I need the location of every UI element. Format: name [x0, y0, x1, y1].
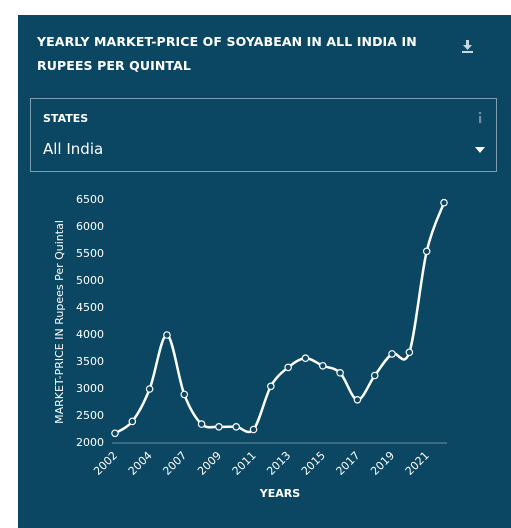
y-axis-title: MARKET-PRICE IN Rupees Per Quintal — [53, 220, 66, 424]
x-tick-label: 2002 — [91, 449, 120, 478]
download-icon[interactable] — [462, 40, 473, 53]
chart-title: YEARLY MARKET-PRICE OF SOYABEAN IN ALL I… — [37, 34, 417, 73]
x-tick-label: 2009 — [195, 449, 224, 478]
x-tick-label: 2007 — [160, 449, 189, 478]
dropdown-label: STATES — [43, 112, 89, 125]
y-tick-label: 2500 — [76, 409, 104, 422]
point — [215, 422, 223, 431]
point — [353, 395, 362, 404]
y-tick-label: 5000 — [76, 274, 104, 287]
point — [197, 420, 206, 428]
point — [336, 368, 344, 377]
y-tick-label: 4500 — [76, 301, 104, 314]
y-tick-label: 3000 — [76, 382, 104, 395]
point — [180, 390, 189, 399]
point — [111, 429, 119, 438]
y-tick-label: 2000 — [76, 436, 104, 449]
point — [128, 417, 137, 426]
x-tick-label: 2017 — [334, 449, 363, 478]
point — [301, 354, 310, 363]
point — [422, 247, 431, 256]
x-tick-label: 2004 — [126, 449, 155, 478]
point — [370, 371, 379, 380]
point — [267, 382, 275, 391]
x-tick-label: 2021 — [403, 449, 432, 478]
x-tick-label: 2015 — [299, 449, 328, 478]
point — [163, 331, 171, 339]
point — [318, 361, 327, 370]
point — [232, 422, 241, 431]
point — [284, 363, 292, 372]
point — [249, 425, 258, 434]
dropdown-caret[interactable] — [475, 147, 485, 153]
dropdown-value: All India — [43, 140, 104, 158]
point — [405, 348, 414, 357]
info-icon[interactable] — [478, 111, 482, 123]
y-tick-label: 4000 — [76, 328, 104, 341]
y-tick-label: 5500 — [76, 247, 104, 260]
point — [440, 198, 448, 207]
point — [388, 350, 396, 358]
x-tick-label: 2013 — [264, 449, 293, 478]
point — [145, 385, 154, 393]
x-tick-label: 2011 — [230, 449, 259, 478]
y-tick-label: 6500 — [76, 193, 104, 206]
y-tick-label: 6000 — [76, 220, 104, 233]
y-tick-label: 3500 — [76, 355, 104, 368]
x-tick-label: 2019 — [368, 449, 397, 478]
line — [114, 202, 446, 435]
x-axis-title: YEARS — [259, 487, 300, 500]
state-dropdown[interactable]: STATES All India — [30, 98, 497, 172]
